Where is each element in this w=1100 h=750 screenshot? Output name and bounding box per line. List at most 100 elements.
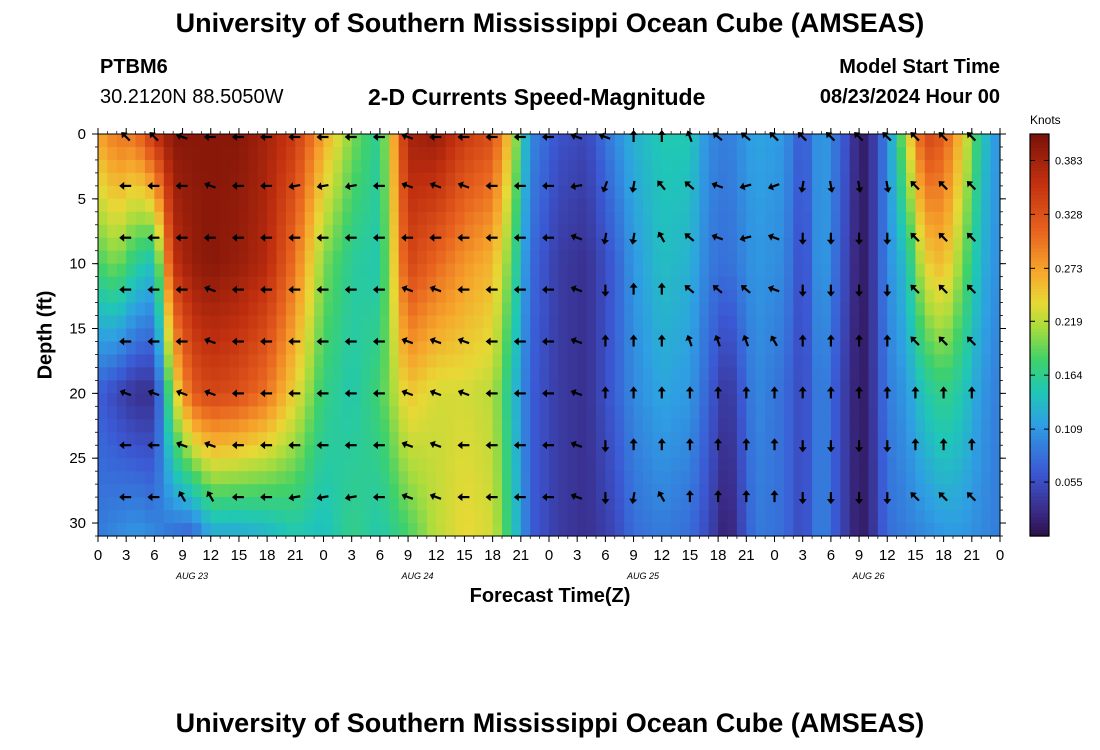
current-arrow [485,285,498,294]
heatmap-cell [248,354,259,369]
heatmap-cell [285,250,296,265]
current-arrow [206,491,215,502]
heatmap-cell [210,432,221,446]
heatmap-cell [379,159,390,174]
heatmap-cell [473,302,484,317]
heatmap-cell [605,484,616,498]
heatmap-cell [680,224,691,239]
heatmap-cell [163,341,174,356]
heatmap-cell [567,250,578,265]
heatmap-cell [549,523,559,537]
heatmap-cell [98,146,108,161]
current-arrow [429,440,442,449]
heatmap-cell [248,380,259,394]
heatmap-cell [379,354,390,369]
heatmap-cell [727,289,738,304]
heatmap-cell [98,354,108,369]
heatmap-cell [840,224,851,239]
heatmap-cell [755,445,766,459]
heatmap-cell [558,380,569,394]
heatmap-cell [408,146,419,161]
current-arrow [372,441,385,450]
heatmap-cell [924,315,935,330]
heatmap-cell [567,185,578,200]
colorbar-segment [1030,177,1049,182]
current-arrow [657,180,666,191]
heatmap-cell [520,302,531,317]
heatmap-cell [736,497,747,511]
colorbar-segment [1030,381,1049,386]
heatmap-cell [567,523,578,537]
heatmap-cell [971,354,982,369]
current-arrow [570,233,583,241]
heatmap-cell [144,289,155,304]
heatmap-cell [699,237,710,252]
heatmap-cell [849,484,860,498]
heatmap-cell [426,367,437,381]
heatmap-cell [314,406,325,420]
heatmap-cell [934,393,945,407]
heatmap-cell [304,302,315,317]
heatmap-cell [934,497,945,511]
colorbar-segment [1030,187,1049,192]
heatmap-cell [718,172,729,187]
heatmap-cell [981,185,992,200]
heatmap-cell [774,134,785,148]
heatmap-cell [642,354,653,369]
heatmap-cell [859,315,870,330]
heatmap-cell [821,406,832,420]
heatmap-cell [332,471,343,485]
heatmap-cell [577,432,588,446]
heatmap-cell [849,146,860,161]
heatmap-cell [868,289,879,304]
heatmap-cell [530,224,541,239]
heatmap-cell [990,289,1001,304]
heatmap-cell [680,458,691,472]
colorbar-segment [1030,244,1049,249]
heatmap-cell [389,432,400,446]
heatmap-cell [896,510,907,524]
heatmap-cell [755,367,766,381]
heatmap-cell [915,134,926,148]
heatmap-cell [445,263,456,278]
heatmap-cell [624,341,635,356]
heatmap-cell [229,146,240,161]
heatmap-cell [840,315,851,330]
heatmap-cell [370,198,381,213]
heatmap-cell [173,302,184,317]
heatmap-cell [502,432,513,446]
heatmap-cell [473,471,484,485]
heatmap-cell [182,406,193,420]
heatmap-cell [379,432,390,446]
heatmap-cell [426,406,437,420]
heatmap-cell [379,484,390,498]
current-arrow [119,337,132,346]
current-arrow [457,233,470,242]
heatmap-cell [163,458,174,472]
heatmap-cell [605,523,616,537]
heatmap-cell [924,419,935,433]
heatmap-cell [182,471,193,485]
heatmap-cell [182,341,193,356]
current-arrow [401,181,414,189]
heatmap-cell [332,328,343,343]
heatmap-cell [182,367,193,381]
heatmap-cell [98,185,108,200]
heatmap-cell [558,484,569,498]
heatmap-cell [351,146,362,161]
heatmap-cell [924,302,935,317]
heatmap-cell [765,237,776,252]
heatmap-cell [182,211,193,226]
heatmap-cell [464,510,475,524]
heatmap-cell [492,134,503,148]
heatmap-cell [924,237,935,252]
heatmap-cell [182,289,193,304]
current-arrow [372,233,385,242]
heatmap-cell [436,341,447,356]
heatmap-cell [915,445,926,459]
heatmap-cell [408,237,419,252]
heatmap-cell [943,523,954,537]
heatmap-cell [868,185,879,200]
heatmap-cell [370,510,381,524]
heatmap-cell [708,341,719,356]
